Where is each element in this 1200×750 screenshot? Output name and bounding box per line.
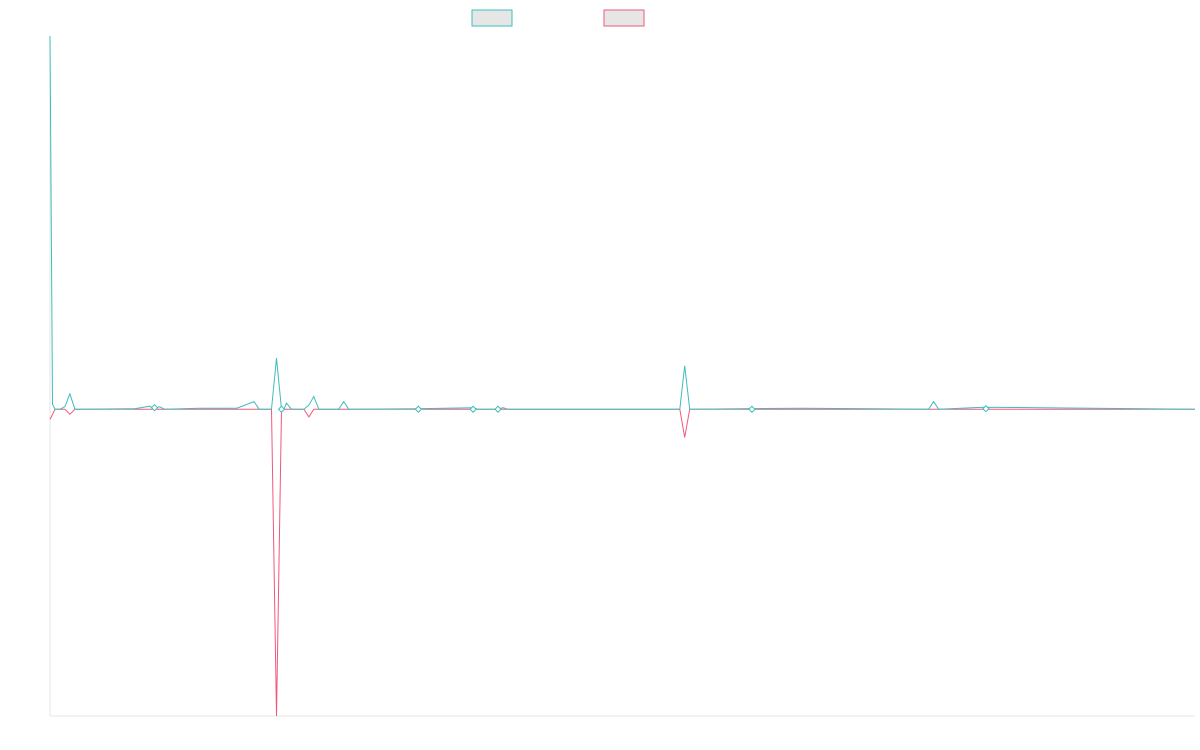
markers (150, 403, 990, 413)
data-point-marker[interactable] (748, 405, 756, 413)
data-point-marker[interactable] (469, 405, 477, 413)
legend-swatch-series-b[interactable] (603, 9, 645, 27)
data-point-marker[interactable] (494, 405, 502, 413)
series-line-series-b (49, 408, 1195, 717)
series-line-series-a (49, 35, 1196, 410)
plot-area (49, 35, 1196, 717)
data-point-marker[interactable] (150, 403, 159, 412)
legend-swatch-series-a[interactable] (471, 9, 513, 27)
legend (471, 9, 645, 27)
data-point-marker[interactable] (982, 405, 990, 413)
data-point-marker[interactable] (414, 405, 423, 413)
axes (49, 36, 1195, 717)
data-point-marker[interactable] (277, 405, 286, 413)
